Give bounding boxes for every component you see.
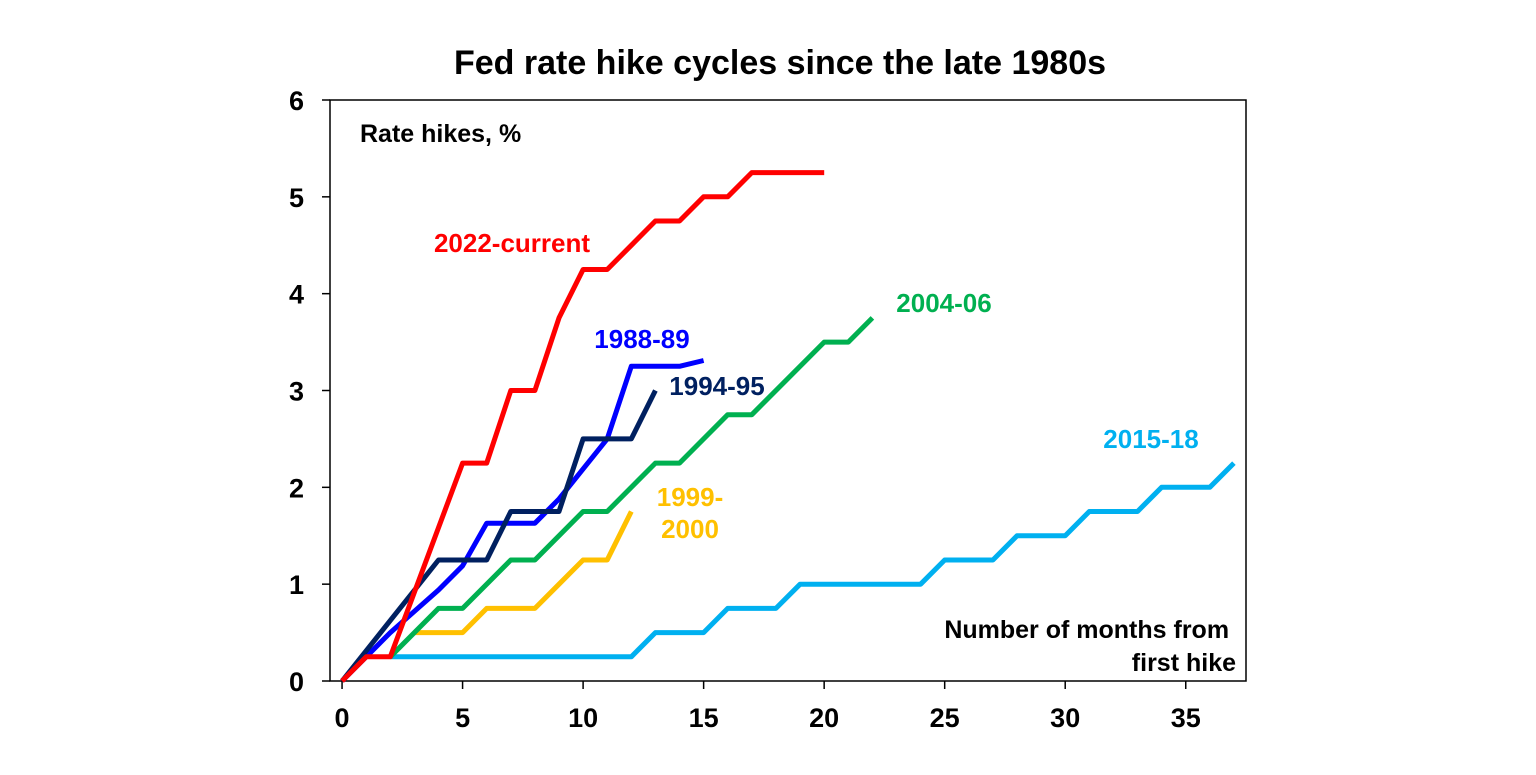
x-axis: 0 5 10 15 20 25 30 35 xyxy=(335,681,1201,733)
y-axis-label: Rate hikes, % xyxy=(360,120,521,148)
series-label-1999-2000: 1999-2000 xyxy=(657,482,724,544)
y-tick-label: 3 xyxy=(289,377,304,407)
series-label-line: 2015-18 xyxy=(1103,424,1198,454)
series-label-2015-18: 2015-18 xyxy=(1103,424,1198,454)
x-tick-label: 35 xyxy=(1171,703,1201,733)
series-labels: 2015-18 1999-2000 2004-06 1988-89 1994-95 202… xyxy=(434,228,1199,544)
chart-title: Fed rate hike cycles since the late 1980… xyxy=(454,44,1106,82)
series-line-2004-06 xyxy=(388,316,875,659)
x-tick-label: 15 xyxy=(689,703,719,733)
x-tick-label: 0 xyxy=(335,703,350,733)
series-label-2004-06: 2004-06 xyxy=(896,288,991,318)
series-label-line: 2022-current xyxy=(434,228,590,258)
x-axis-label-line-1: Number of months from xyxy=(944,616,1229,644)
series-lines xyxy=(340,170,1236,683)
x-tick-label: 25 xyxy=(930,703,960,733)
x-tick-label: 20 xyxy=(809,703,839,733)
series-label-line: 1999- xyxy=(657,482,724,512)
y-tick-label: 0 xyxy=(289,667,304,697)
x-axis-label-line-2: first hike xyxy=(1132,649,1236,677)
series-label-line: 2004-06 xyxy=(896,288,991,318)
series-label-line: 1994-95 xyxy=(669,371,764,401)
x-tick-label: 10 xyxy=(568,703,598,733)
y-tick-label: 4 xyxy=(289,280,304,310)
y-axis: 0 1 2 3 4 5 6 xyxy=(289,86,330,697)
series-label-2022-current: 2022-current xyxy=(434,228,590,258)
series-line-1994-95 xyxy=(340,389,658,683)
series-label-line: 2000 xyxy=(661,514,719,544)
series-line-1999-2000 xyxy=(414,510,634,636)
series-line-2022-current xyxy=(340,170,825,683)
series-label-line: 1988-89 xyxy=(594,324,689,354)
series-label-1994-95: 1994-95 xyxy=(669,371,764,401)
y-tick-label: 1 xyxy=(289,570,304,600)
series-label-1988-89: 1988-89 xyxy=(594,324,689,354)
series-line-2015-18 xyxy=(390,461,1236,660)
series-line-1988-89 xyxy=(340,358,705,683)
y-tick-label: 5 xyxy=(289,183,304,213)
x-axis-label: Number of months from first hike xyxy=(944,616,1236,677)
x-tick-label: 30 xyxy=(1050,703,1080,733)
y-tick-label: 6 xyxy=(289,86,304,116)
x-tick-label: 5 xyxy=(455,703,470,733)
y-tick-label: 2 xyxy=(289,473,304,503)
